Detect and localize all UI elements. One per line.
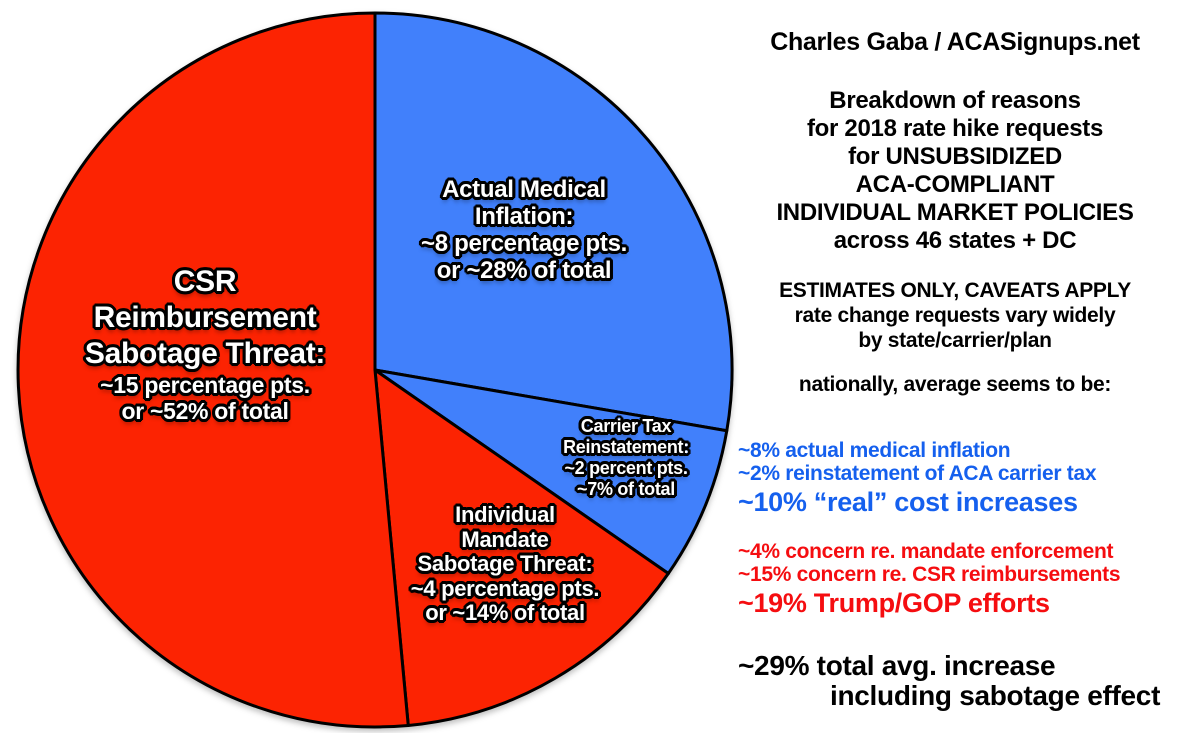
caveat-line: by state/carrier/plan <box>858 329 1052 352</box>
slice-value-line: or ~52% of total <box>121 398 289 424</box>
slice-name-line: CSR <box>173 265 237 298</box>
slice-value-line: ~2 percent pts. <box>564 458 688 478</box>
title-line: across 46 states + DC <box>833 227 1077 254</box>
title-line: for UNSUBSIDIZED <box>848 143 1062 170</box>
pie-chart: CSR Reimbursement Sabotage Threat: ~15 p… <box>16 11 734 729</box>
title-line: ACA-COMPLIANT <box>855 171 1055 198</box>
grand-total-line: including sabotage effect <box>830 680 1161 711</box>
slice-name-line: Carrier Tax <box>580 416 672 436</box>
annotation-panel: Charles Gaba / ACASignups.net Breakdown … <box>720 0 1190 733</box>
pie-slice-individual-mandate <box>373 368 670 727</box>
pie-svg <box>16 11 734 729</box>
slice-name-line: Reimbursement <box>93 301 317 334</box>
slice-value-line: or ~14% of total <box>425 600 585 625</box>
grand-total: ~29% total avg. increase including sabot… <box>720 651 1190 711</box>
sabotage-item: ~15% concern re. CSR reimbursements <box>738 563 1121 586</box>
slice-value-line: ~15 percentage pts. <box>100 372 310 398</box>
real-cost-summary: ~8% actual medical inflation ~2% reinsta… <box>720 439 1190 517</box>
slice-name-line: Reinstatement: <box>563 437 689 457</box>
pie-label-individual-mandate: Individual Mandate Sabotage Threat: ~4 p… <box>380 502 630 626</box>
grand-total-line: ~29% total avg. increase <box>738 650 1056 681</box>
slice-name-line: Sabotage Threat: <box>84 337 326 370</box>
sabotage-item: ~4% concern re. mandate enforcement <box>738 540 1114 563</box>
sabotage-summary: ~4% concern re. mandate enforcement ~15%… <box>720 540 1190 618</box>
real-item: ~8% actual medical inflation <box>738 439 1011 462</box>
caveat-note: ESTIMATES ONLY, CAVEATS APPLY rate chang… <box>720 278 1190 353</box>
chart-title: Breakdown of reasons for 2018 rate hike … <box>720 87 1190 255</box>
slice-name-line: Sabotage Threat: <box>417 551 593 576</box>
pie-slice-medical-inflation <box>373 11 734 433</box>
credit-line: Charles Gaba / ACASignups.net <box>770 28 1140 56</box>
slice-value-line: ~4 percentage pts. <box>410 575 600 601</box>
pie-label-carrier-tax: Carrier Tax Reinstatement: ~2 percent pt… <box>540 416 712 500</box>
slice-value-line: or ~28% of total <box>436 257 612 284</box>
title-line: Breakdown of reasons <box>829 87 1081 114</box>
slice-name-line: Actual Medical <box>442 176 606 203</box>
caveat-line: rate change requests vary widely <box>794 304 1116 327</box>
sabotage-total: ~19% Trump/GOP efforts <box>738 588 1050 618</box>
pie-slice-carrier-tax <box>373 368 729 575</box>
slice-name-line: Individual <box>455 502 555 527</box>
title-line: for 2018 rate hike requests <box>806 115 1104 142</box>
lead-in-text: nationally, average seems to be: <box>798 373 1112 396</box>
slice-value-line: ~8 percentage pts. <box>420 230 628 257</box>
pie-label-medical-inflation: Actual Medical Inflation: ~8 percentage … <box>374 176 674 284</box>
slice-value-line: ~7% of total <box>577 479 675 499</box>
slice-name-line: Mandate <box>461 526 549 552</box>
slice-name-line: Inflation: <box>474 203 574 230</box>
title-line: INDIVIDUAL MARKET POLICIES <box>776 199 1134 226</box>
real-total: ~10% “real” cost increases <box>738 487 1078 517</box>
caveat-line: ESTIMATES ONLY, CAVEATS APPLY <box>779 279 1131 302</box>
real-item: ~2% reinstatement of ACA carrier tax <box>738 462 1097 485</box>
pie-slice-csr-reimbursement <box>16 11 410 729</box>
pie-label-csr-reimbursement: CSR Reimbursement Sabotage Threat: ~15 p… <box>25 264 385 424</box>
